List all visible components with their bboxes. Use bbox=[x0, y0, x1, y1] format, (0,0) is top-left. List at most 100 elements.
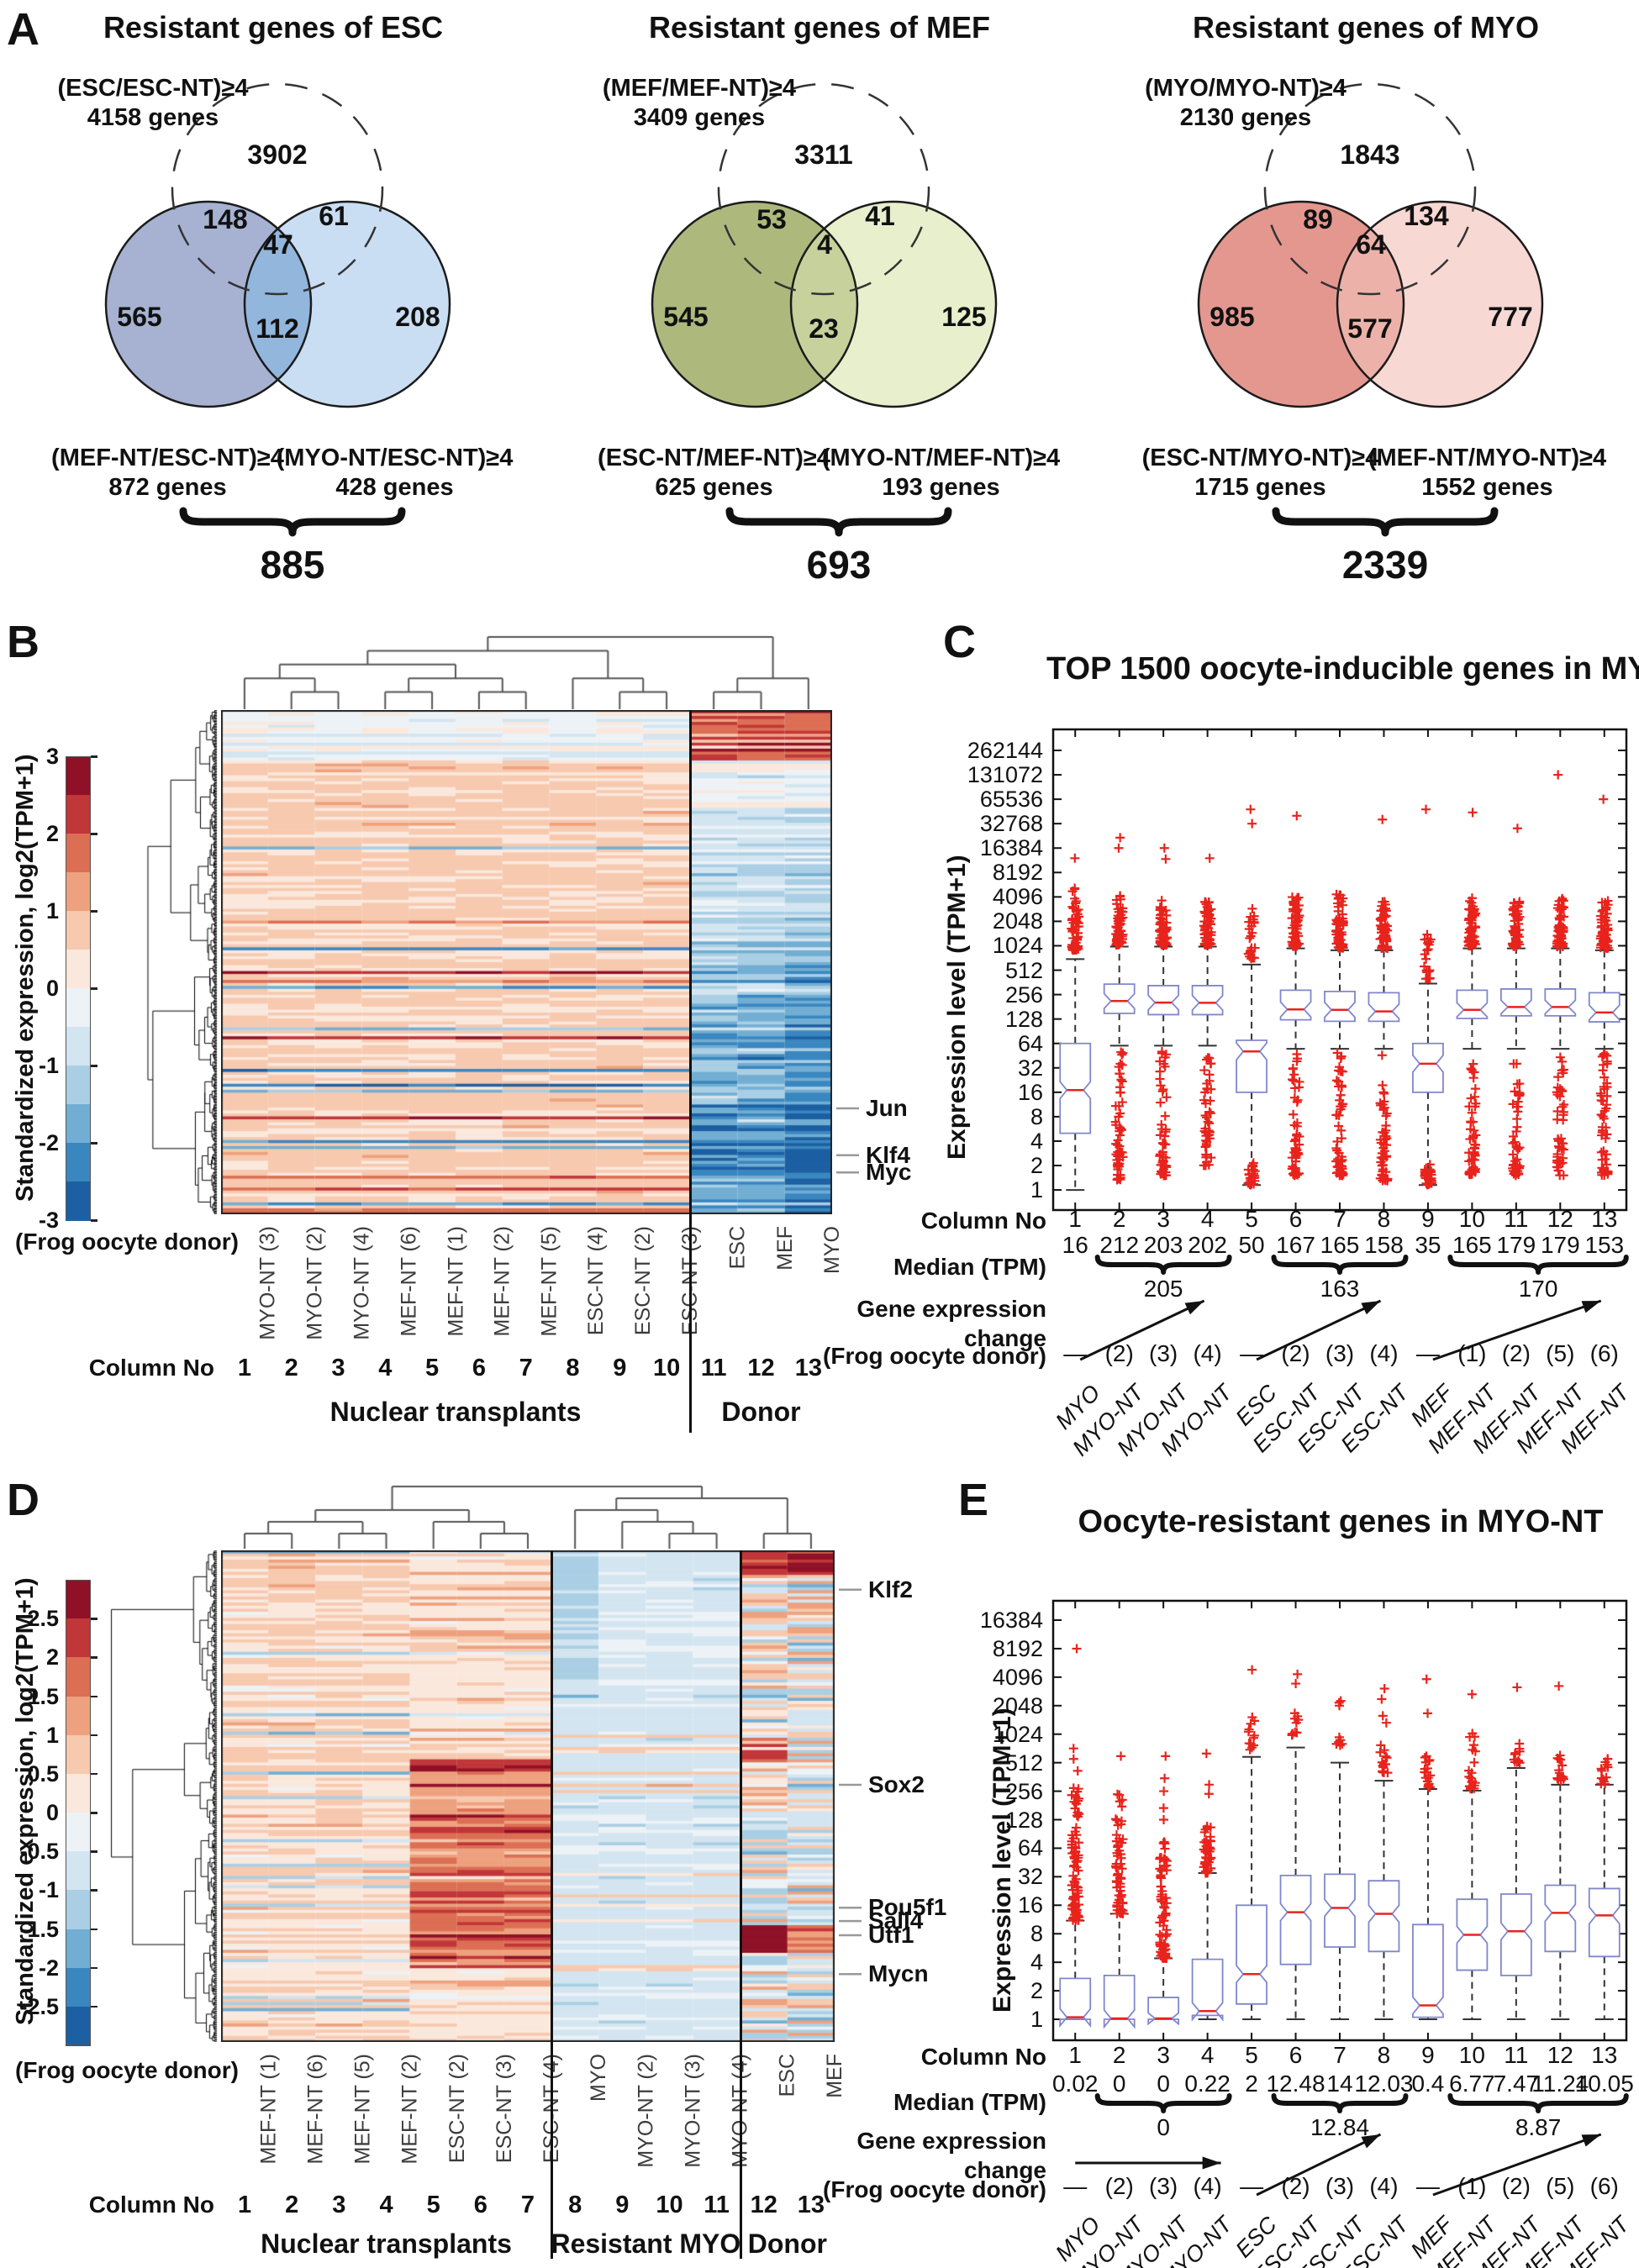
boxplot-c-outlier-low-13-37 bbox=[1602, 1050, 1612, 1060]
boxplot-e-outlier-high-3-3 bbox=[1156, 1881, 1166, 1892]
boxplot-e-outlier-high-1-27 bbox=[1073, 1865, 1083, 1876]
boxplot-c-outlier-high-2-55 bbox=[1116, 910, 1126, 920]
boxplot-c-group-brace-0 bbox=[1094, 1255, 1232, 1275]
boxplot-e-donor-10: (1) bbox=[1457, 2173, 1487, 2199]
panel-d-letter: D bbox=[7, 1475, 40, 1525]
boxplot-c-outlier-extreme-4-0 bbox=[1204, 853, 1215, 863]
boxplot-c-outlier-high-1-47 bbox=[1071, 898, 1081, 908]
boxplot-c-outlier-high-10-27 bbox=[1469, 904, 1479, 914]
boxplot-c-outlier-high-2-8 bbox=[1114, 918, 1124, 929]
boxplot-e-outlier-high-2-5 bbox=[1116, 1905, 1126, 1915]
boxplot-c-outlier-high-6-20 bbox=[1289, 940, 1299, 950]
boxplot-c-outlier-high-13-43 bbox=[1598, 936, 1608, 946]
boxplot-c-outlier-high-13-25 bbox=[1596, 911, 1605, 921]
boxplot-c-outlier-extreme-1-0 bbox=[1070, 853, 1080, 863]
heatmap-d-colorbar-tickmark-0.5 bbox=[91, 1772, 97, 1776]
heatmap-b-colorbar-tickmark--3 bbox=[91, 1219, 97, 1222]
boxplot-e-outlier-high-1-76 bbox=[1073, 1793, 1083, 1803]
boxplot-c-outlier-extreme-5-0 bbox=[1247, 818, 1257, 829]
boxplot-c-outlier-high-3-38 bbox=[1161, 939, 1171, 950]
boxplot-c-outlier-low-7-29 bbox=[1331, 1156, 1341, 1166]
boxplot-c-outlier-high-1-28 bbox=[1072, 933, 1083, 943]
boxplot-e-outlier-high-1-36 bbox=[1067, 1849, 1078, 1859]
boxplot-c-outlier-low-7-3 bbox=[1336, 1090, 1346, 1100]
venn-1-bottom-left-set-label: (MEF-NT/ESC-NT)≥4 872 genes bbox=[51, 445, 284, 501]
heatmap-d-colorbar-frame bbox=[66, 1580, 91, 2046]
boxplot-e-outlier-high-12-4 bbox=[1557, 1760, 1568, 1771]
boxplot-c-outlier-high-1-19 bbox=[1067, 913, 1078, 924]
boxplot-e-outlier-high-1-34 bbox=[1072, 1830, 1082, 1840]
boxplot-e-median-10: 6.77 bbox=[1449, 2071, 1495, 2097]
boxplot-e-outlier-high-1-12 bbox=[1067, 1839, 1078, 1850]
boxplot-c-outlier-high-12-48 bbox=[1552, 939, 1562, 949]
boxplot-c-outlier-high-2-48 bbox=[1111, 936, 1121, 946]
heatmap-d-column-label-6: ESC-NT (3) bbox=[492, 2054, 516, 2164]
boxplot-e-median-9: 0.4 bbox=[1411, 2071, 1445, 2097]
heatmap-d-column-no-3: 3 bbox=[332, 2192, 346, 2218]
boxplot-c-outlier-high-6-49 bbox=[1292, 940, 1302, 950]
boxplot-c-outlier-high-1-18 bbox=[1067, 924, 1077, 934]
boxplot-e-outlier-high-11-1 bbox=[1514, 1755, 1524, 1765]
boxplot-c-outlier-high-11-13 bbox=[1510, 916, 1520, 926]
heatmap-d-gene-label-Klf2: Klf2 bbox=[868, 1576, 913, 1602]
boxplot-c-outlier-high-13-13 bbox=[1601, 934, 1611, 945]
boxplot-c-outlier-low-4-9 bbox=[1202, 1113, 1212, 1123]
boxplot-c-outlier-low-8-1 bbox=[1382, 1133, 1392, 1143]
boxplot-c-outlier-high-3-3 bbox=[1157, 918, 1167, 928]
boxplot-e-outlier-high-1-29 bbox=[1069, 1861, 1079, 1871]
boxplot-c-box-2 bbox=[1103, 983, 1136, 1014]
boxplot-c-outlier-low-6-46 bbox=[1287, 1153, 1297, 1163]
boxplot-c-outlier-low-9-17 bbox=[1420, 1167, 1430, 1177]
boxplot-c-outlier-low-4-20 bbox=[1201, 1141, 1211, 1151]
boxplot-c-outlier-low-7-14 bbox=[1333, 1155, 1343, 1165]
boxplot-c-outlier-high-2-5 bbox=[1117, 931, 1127, 941]
boxplot-c-outlier-low-3-2 bbox=[1156, 1081, 1166, 1091]
boxplot-c-outlier-high-6-6 bbox=[1291, 935, 1301, 945]
boxplot-c-outlier-low-5-16 bbox=[1248, 1161, 1258, 1171]
boxplot-c-outlier-high-3-30 bbox=[1155, 925, 1165, 935]
boxplot-c-outlier-low-2-24 bbox=[1115, 1082, 1125, 1092]
boxplot-c-outlier-low-5-2 bbox=[1248, 1161, 1258, 1171]
boxplot-c-outlier-low-4-36 bbox=[1203, 1130, 1213, 1140]
boxplot-c-box-13 bbox=[1588, 992, 1621, 1023]
boxplot-c-outlier-high-5-1 bbox=[1245, 951, 1255, 961]
boxplot-e-outlier-high-4-36 bbox=[1199, 1844, 1209, 1855]
heatmap-b-column-no-9: 9 bbox=[613, 1355, 627, 1381]
boxplot-c-outlier-low-13-41 bbox=[1603, 1166, 1613, 1176]
boxplot-e-outlier-high-3-45 bbox=[1162, 1929, 1172, 1939]
venn-3-count-dashed-right: 134 bbox=[1404, 201, 1449, 231]
boxplot-c-outlier-high-13-35 bbox=[1603, 920, 1613, 930]
boxplot-e-outlier-high-6-5 bbox=[1293, 1711, 1303, 1721]
boxplot-c-outlier-high-5-9 bbox=[1246, 943, 1257, 953]
boxplot-e-outlier-high-3-27 bbox=[1157, 1947, 1167, 1957]
boxplot-c-outlier-low-8-0 bbox=[1383, 1176, 1393, 1186]
boxplot-e-outlier-high-7-3 bbox=[1337, 1739, 1347, 1749]
boxplot-e-outlier-high-3-23 bbox=[1160, 1839, 1170, 1849]
boxplot-c-outlier-low-4-43 bbox=[1205, 1096, 1215, 1106]
boxplot-c-outlier-low-7-35 bbox=[1336, 1081, 1347, 1092]
boxplot-e-outlier-high-3-19 bbox=[1161, 1931, 1171, 1941]
boxplot-e-outlier-high-9-7 bbox=[1424, 1779, 1434, 1789]
boxplot-e-outlier-high-4-21 bbox=[1203, 1865, 1213, 1876]
boxplot-c-outlier-high-2-32 bbox=[1118, 903, 1128, 913]
boxplot-e-outlier-high-1-5 bbox=[1072, 1907, 1082, 1917]
boxplot-c-outlier-high-12-40 bbox=[1557, 896, 1568, 906]
boxplot-c-outlier-low-8-16 bbox=[1380, 1134, 1390, 1145]
boxplot-c-outlier-high-12-18 bbox=[1553, 922, 1563, 932]
heatmap-d-gene-label-Pou5f1: Pou5f1 bbox=[868, 1894, 947, 1921]
boxplot-c-outlier-high-12-20 bbox=[1556, 911, 1566, 921]
boxplot-c-outlier-low-6-38 bbox=[1293, 1054, 1303, 1064]
boxplot-e-outlier-high-10-7 bbox=[1466, 1784, 1475, 1794]
boxplot-e-box-10 bbox=[1456, 1898, 1489, 1971]
boxplot-c-outlier-high-2-62 bbox=[1111, 934, 1121, 945]
boxplot-e-box-2 bbox=[1103, 1975, 1136, 2029]
boxplot-e-outlier-high-1-33 bbox=[1072, 1855, 1083, 1865]
boxplot-c-outlier-high-7-17 bbox=[1334, 943, 1344, 953]
venn-3-count-center: 64 bbox=[1356, 229, 1386, 260]
boxplot-c-outlier-low-7-19 bbox=[1335, 1095, 1345, 1105]
heatmap-d-column-no-6: 6 bbox=[473, 2192, 487, 2218]
boxplot-c-outlier-high-1-7 bbox=[1067, 926, 1078, 936]
boxplot-c-outlier-low-7-28 bbox=[1336, 1081, 1347, 1091]
heatmap-d-column-no-9: 9 bbox=[615, 2192, 630, 2218]
boxplot-c-outlier-high-10-41 bbox=[1469, 938, 1479, 948]
